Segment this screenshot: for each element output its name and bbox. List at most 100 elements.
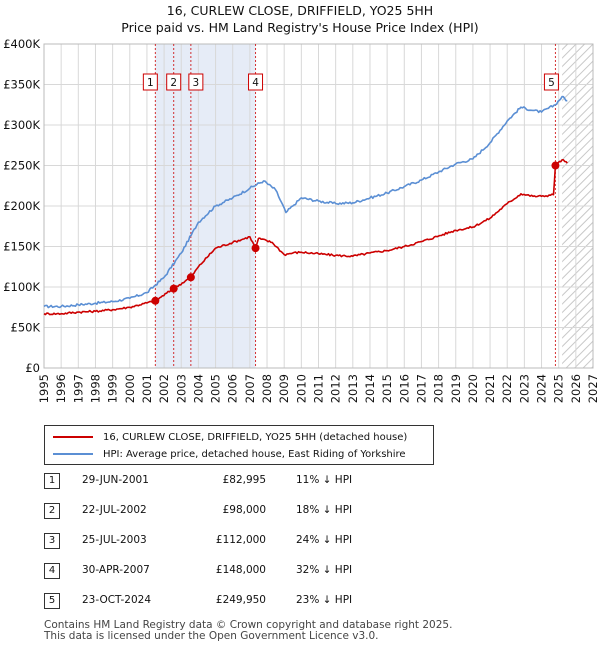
x-tick-label: 2022 — [500, 374, 514, 403]
sale-date: 29-JUN-2001 — [82, 474, 149, 486]
sale-number: 5 — [44, 593, 60, 609]
x-tick-label: 2026 — [569, 374, 583, 403]
sale-hpi-diff: 23% ↓ HPI — [296, 594, 353, 606]
x-tick-label: 1995 — [37, 374, 51, 403]
sale-markers-lines — [154, 44, 556, 368]
x-tick-label: 2018 — [432, 374, 446, 403]
x-tick-label: 2027 — [586, 374, 600, 403]
title-line-2: Price paid vs. HM Land Registry's House … — [121, 20, 479, 35]
title-line-1: 16, CURLEW CLOSE, DRIFFIELD, YO25 5HH — [166, 3, 434, 18]
sale-hpi-diff: 32% ↓ HPI — [296, 564, 353, 576]
sale-point — [251, 244, 260, 253]
x-tick-label: 2019 — [449, 374, 463, 403]
x-tick-label: 2023 — [517, 374, 531, 403]
sale-label-text: 2 — [170, 77, 177, 89]
x-tick-label: 2017 — [414, 374, 428, 403]
x-tick-label: 2006 — [226, 374, 240, 403]
legend-item-blue: HPI: Average price, detached house, East… — [53, 446, 406, 462]
price-paid-line — [43, 159, 568, 316]
sale-point — [186, 273, 195, 282]
sale-points — [151, 161, 560, 305]
sale-price: £148,000 — [215, 564, 266, 576]
sale-price: £82,995 — [222, 474, 266, 486]
sale-point — [551, 161, 560, 170]
x-tick-label: 2008 — [260, 374, 274, 403]
y-tick-label: £300K — [3, 118, 40, 132]
sale-date: 30-APR-2007 — [82, 564, 150, 576]
legend-label-blue: HPI: Average price, detached house, East… — [103, 448, 406, 460]
sale-label-box — [543, 73, 559, 91]
x-tick-label: 2004 — [191, 374, 205, 403]
sale-date: 22-JUL-2002 — [82, 504, 147, 516]
sale-label-box — [188, 73, 204, 91]
y-tick-label: £100K — [3, 280, 40, 294]
legend: 16, CURLEW CLOSE, DRIFFIELD, YO25 5HH (d… — [44, 425, 434, 465]
x-tick-label: 2024 — [535, 374, 549, 403]
sale-label-text: 5 — [548, 77, 555, 89]
legend-swatch-blue — [53, 453, 93, 455]
sale-date: 25-JUL-2003 — [82, 534, 147, 546]
sale-price: £112,000 — [215, 534, 266, 546]
x-tick-label: 1997 — [71, 374, 85, 403]
sale-hpi-diff: 11% ↓ HPI — [296, 474, 353, 486]
table-row: 2 22-JUL-2002 £98,000 18% ↓ HPI — [44, 502, 464, 522]
x-tick-label: 1999 — [106, 374, 120, 403]
y-tick-label: £400K — [3, 37, 40, 51]
footer-line-1: Contains HM Land Registry data © Crown c… — [44, 619, 453, 631]
table-row: 1 29-JUN-2001 £82,995 11% ↓ HPI — [44, 472, 464, 492]
sale-hpi-diff: 18% ↓ HPI — [296, 504, 353, 516]
x-tick-label: 2016 — [397, 374, 411, 403]
x-tick-label: 2005 — [209, 374, 223, 403]
sale-date: 23-OCT-2024 — [82, 594, 151, 606]
sale-label-text: 4 — [252, 77, 259, 89]
sale-labels: 1 2 3 4 5 — [142, 73, 559, 91]
grid — [43, 43, 594, 369]
price-chart: 1 2 3 4 5 £0 £50K £100K £150K £200K £250K £300K £35… — [3, 37, 600, 403]
sale-label-box — [142, 73, 158, 91]
sale-point — [169, 284, 178, 293]
legend-swatch-red — [53, 436, 93, 438]
sale-number: 4 — [44, 563, 60, 579]
x-tick-label: 1996 — [54, 374, 68, 403]
chart-title: 16, CURLEW CLOSE, DRIFFIELD, YO25 5HH Pr… — [0, 2, 600, 36]
x-axis-ticks: 1995 1996 1997 1998 1999 2000 2001 2002 2003 2004… — [37, 374, 600, 403]
x-tick-label: 2012 — [329, 374, 343, 403]
y-tick-label: £150K — [3, 240, 40, 254]
x-tick-label: 2025 — [552, 374, 566, 403]
y-tick-label: £0 — [25, 361, 40, 375]
x-tick-label: 2001 — [140, 374, 154, 403]
series-lines — [43, 95, 568, 316]
x-tick-label: 2003 — [174, 374, 188, 403]
x-tick-label: 2009 — [277, 374, 291, 403]
y-tick-label: £50K — [11, 321, 41, 335]
table-row: 3 25-JUL-2003 £112,000 24% ↓ HPI — [44, 532, 464, 552]
y-axis-ticks: £0 £50K £100K £150K £200K £250K £300K £350K £400… — [3, 37, 40, 375]
x-tick-label: 2021 — [483, 374, 497, 403]
x-tick-label: 2010 — [294, 374, 308, 403]
sale-number: 2 — [44, 503, 60, 519]
x-tick-label: 2000 — [123, 374, 137, 403]
x-tick-label: 1998 — [88, 374, 102, 403]
sale-price: £98,000 — [222, 504, 266, 516]
y-tick-label: £250K — [3, 159, 40, 173]
x-tick-label: 2002 — [157, 374, 171, 403]
x-tick-label: 2013 — [346, 374, 360, 403]
hpi-line — [43, 95, 568, 309]
sale-point — [151, 296, 160, 305]
sale-price: £249,950 — [215, 594, 266, 606]
footer-line-2: This data is licensed under the Open Gov… — [44, 630, 379, 642]
y-tick-label: £350K — [3, 78, 40, 92]
sale-label-text: 3 — [193, 77, 200, 89]
sale-number: 3 — [44, 533, 60, 549]
sale-label-box — [166, 73, 182, 91]
footer: Contains HM Land Registry data © Crown c… — [44, 620, 452, 642]
x-tick-label: 2011 — [312, 374, 326, 403]
x-tick-label: 2007 — [243, 374, 257, 403]
legend-label-red: 16, CURLEW CLOSE, DRIFFIELD, YO25 5HH (d… — [103, 431, 408, 443]
table-row: 4 30-APR-2007 £148,000 32% ↓ HPI — [44, 562, 464, 582]
legend-item-red: 16, CURLEW CLOSE, DRIFFIELD, YO25 5HH (d… — [53, 429, 407, 445]
x-tick-label: 2020 — [466, 374, 480, 403]
x-tick-label: 2014 — [363, 374, 377, 403]
x-tick-label: 2015 — [380, 374, 394, 403]
y-tick-label: £200K — [3, 199, 40, 213]
